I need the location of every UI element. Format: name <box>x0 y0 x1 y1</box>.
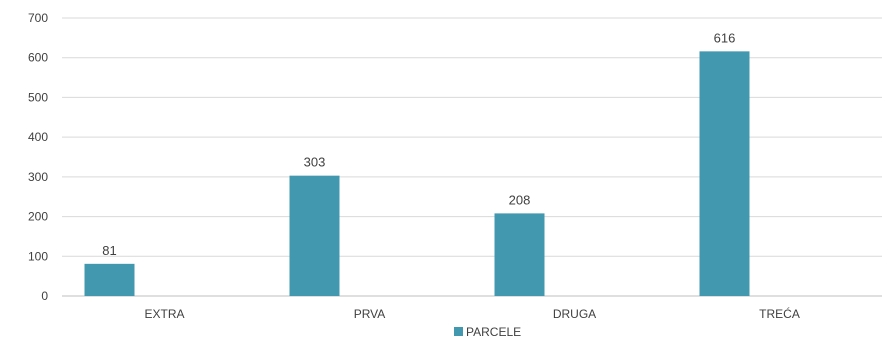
y-axis: 0 100 200 300 400 500 600 700 <box>28 11 48 303</box>
y-tick-label: 200 <box>28 210 48 224</box>
y-tick-label: 0 <box>41 289 48 303</box>
x-tick-label: EXTRA <box>144 307 184 321</box>
y-tick-label: 100 <box>28 249 48 263</box>
bar-prva <box>289 175 340 296</box>
y-tick-label: 700 <box>28 11 48 25</box>
legend-label-parcele: PARCELE <box>466 325 521 339</box>
legend: PARCELE <box>454 325 521 339</box>
data-label: 81 <box>102 243 116 258</box>
y-tick-label: 500 <box>28 90 48 104</box>
data-label: 208 <box>509 192 531 207</box>
x-axis: EXTRA PRVA DRUGA TREĆA <box>144 306 799 321</box>
legend-swatch-parcele <box>454 327 463 336</box>
bars <box>84 51 750 296</box>
x-tick-label: PRVA <box>354 307 386 321</box>
bar-treća <box>699 51 750 296</box>
data-label: 303 <box>304 155 326 170</box>
bar-druga <box>494 213 545 296</box>
y-tick-label: 600 <box>28 51 48 65</box>
data-labels: 81 303 208 616 <box>102 30 735 257</box>
gridlines <box>62 17 882 297</box>
bar-extra <box>84 263 135 296</box>
x-tick-label: DRUGA <box>553 307 596 321</box>
data-label: 616 <box>714 30 736 45</box>
x-tick-label: TREĆA <box>759 306 800 321</box>
y-tick-label: 300 <box>28 170 48 184</box>
y-tick-label: 400 <box>28 130 48 144</box>
